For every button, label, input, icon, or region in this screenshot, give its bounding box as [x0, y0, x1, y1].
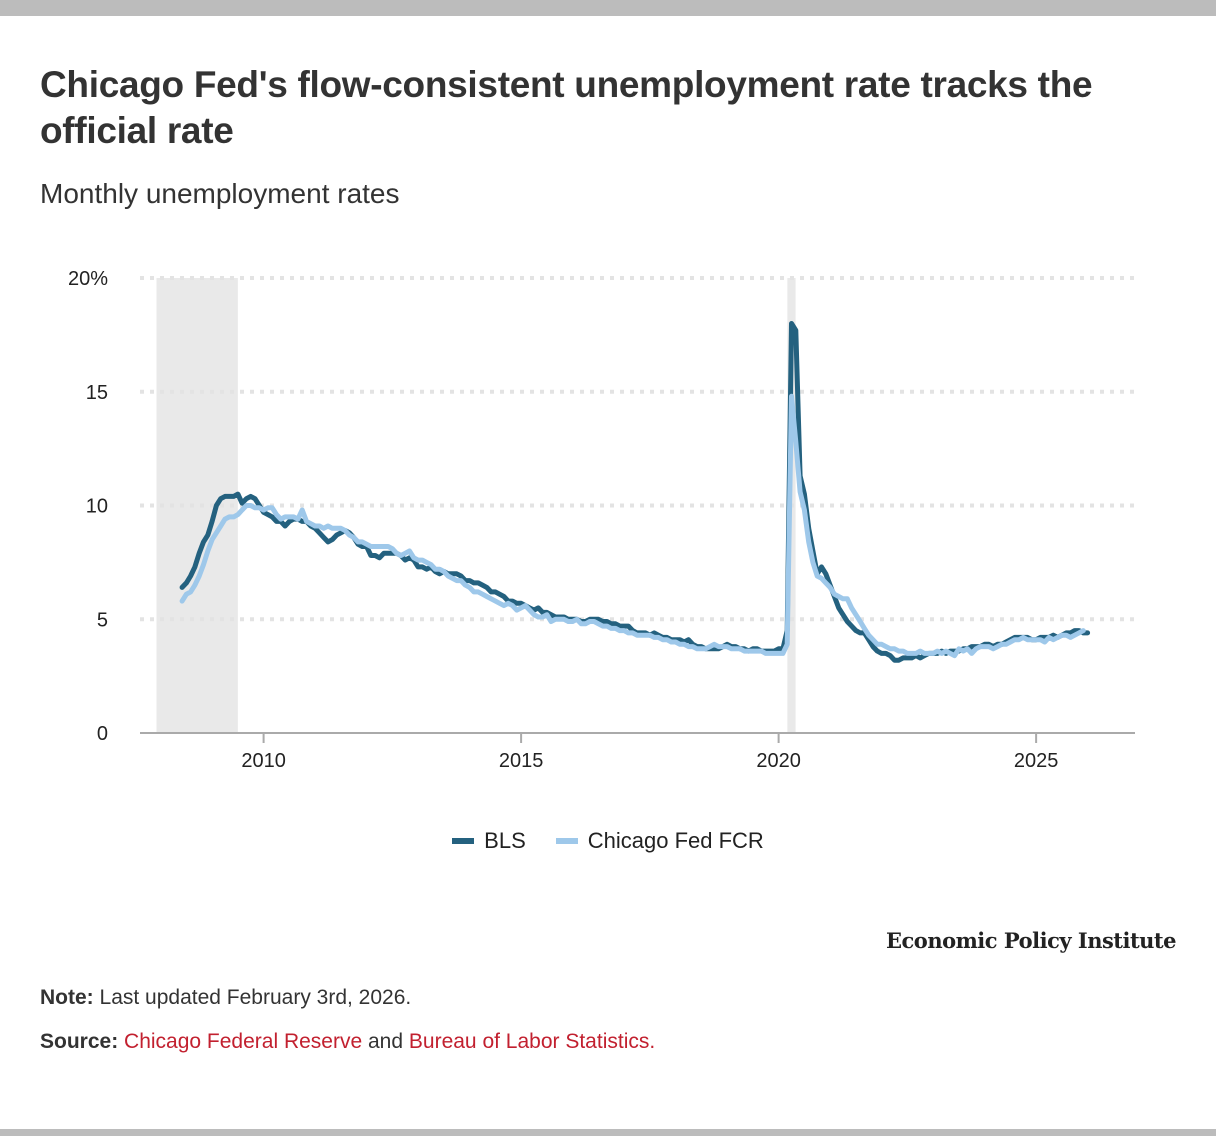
note-label: Note:	[40, 986, 94, 1009]
bottom-border	[0, 1129, 1216, 1136]
recession-band	[156, 278, 238, 733]
source-link-chicago-fed[interactable]: Chicago Federal Reserve	[124, 1030, 363, 1053]
source: Source: Chicago Federal Reserve and Bure…	[40, 1030, 655, 1054]
legend-item-fcr[interactable]: Chicago Fed FCR	[555, 828, 764, 854]
series-lines	[179, 321, 1091, 663]
y-tick-label: 15	[86, 382, 108, 404]
y-tick-label: 20%	[68, 268, 108, 290]
legend-swatch-fcr	[555, 838, 578, 844]
note-text: Last updated February 3rd, 2026.	[99, 986, 412, 1009]
source-label: Source:	[40, 1030, 119, 1053]
legend-label-bls: BLS	[484, 828, 526, 853]
chart-title: Chicago Fed's flow-consistent unemployme…	[40, 64, 1093, 151]
chart-subtitle: Monthly unemployment rates	[40, 178, 400, 209]
legend-swatch-bls	[452, 838, 475, 844]
source-link-bls[interactable]: Bureau of Labor Statistics.	[408, 1030, 656, 1053]
legend-item-bls[interactable]: BLS	[452, 828, 526, 854]
x-tick-label: 2010	[241, 750, 286, 772]
series-line-bls	[179, 321, 1091, 663]
x-tick-label: 2025	[1014, 750, 1059, 772]
y-tick-label: 0	[97, 723, 108, 745]
top-border	[0, 0, 1216, 16]
x-tick-label: 2020	[756, 750, 801, 772]
legend-label-fcr: Chicago Fed FCR	[587, 828, 764, 853]
y-axis-ticks: 0 5 10 15 20%	[68, 268, 108, 745]
series-line-chicago-fed-fcr	[179, 393, 1086, 659]
note: Note: Last updated February 3rd, 2026.	[40, 986, 411, 1010]
chart-legend: BLS Chicago Fed FCR	[0, 828, 1216, 854]
line-chart: 0 5 10 15 20% 2010 2015 2020 2025	[68, 268, 1135, 772]
gridlines	[140, 276, 1135, 622]
x-axis-ticks: 2010 2015 2020 2025	[241, 733, 1058, 772]
epi-logo[interactable]: Economic Policy Institute	[886, 928, 1176, 953]
y-tick-label: 5	[97, 609, 108, 631]
source-and: and	[368, 1030, 404, 1053]
y-tick-label: 10	[86, 496, 108, 518]
x-tick-label: 2015	[499, 750, 544, 772]
